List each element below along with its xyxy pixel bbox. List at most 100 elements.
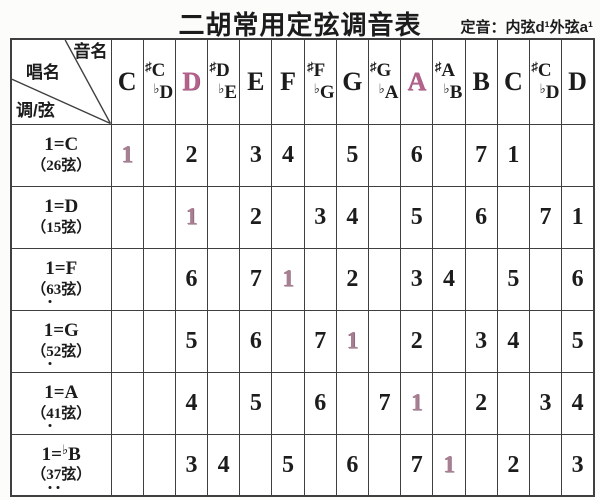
solfege-cell xyxy=(367,433,402,497)
solfege-cell xyxy=(432,309,466,373)
tuning-row: 1=♭B （37弦） 3 4 5 6 7 1 2 3 xyxy=(10,433,595,497)
solfege-number: 5 xyxy=(410,204,423,230)
solfege-cell xyxy=(110,371,144,435)
string-digit: 6 xyxy=(46,281,54,301)
flat-note: ♭D xyxy=(153,80,174,103)
note-name-c: C xyxy=(503,66,523,96)
solfege-cell xyxy=(110,433,144,497)
solfege-number: 2 xyxy=(410,328,423,354)
note-name-sharp-flat: ♯D ♭E xyxy=(208,59,239,104)
solfege-cell xyxy=(464,247,498,311)
solfege-cell xyxy=(496,185,530,249)
solfege-number: 3 xyxy=(475,328,488,354)
solfege-cell xyxy=(432,185,466,249)
solfege-number: 3 xyxy=(185,451,198,478)
string-label: （37弦） xyxy=(12,466,111,486)
title-row: 二胡常用定弦调音表 定音：内弦d¹外弦a¹ xyxy=(0,5,600,40)
solfege-cell: 7 xyxy=(464,123,498,187)
solfege-cell xyxy=(303,433,337,497)
note-name-e: E xyxy=(247,66,265,96)
note-name-g: G xyxy=(342,66,363,96)
solfege-cell xyxy=(432,371,466,435)
flat-note: ♭E xyxy=(218,80,238,103)
note-name-sharp-flat: ♯C ♭D xyxy=(144,59,175,104)
note-name-a: A xyxy=(407,66,427,96)
tuning-row: 1=G （52弦） 5 6 7 1 2 3 4 5 xyxy=(10,309,595,373)
flat-note: ♭D xyxy=(539,80,560,103)
solfege-cell: 1 xyxy=(561,185,595,249)
solfege-number: 2 xyxy=(475,390,488,416)
sharp-note: ♯F xyxy=(307,58,326,81)
note-header-cell: ♯A ♭B xyxy=(432,38,466,125)
solfege-cell: 1 xyxy=(174,185,209,249)
key-label: 1=C xyxy=(44,133,79,155)
string-digit: 6 xyxy=(53,157,62,174)
solfege-number: 6 xyxy=(475,204,488,230)
flat-note: ♭A xyxy=(378,80,399,103)
solfege-cell: 5 xyxy=(271,433,305,497)
solfege-cell: 6 xyxy=(239,309,273,373)
solfege-number: 4 xyxy=(282,142,295,168)
string-digit: 5 xyxy=(53,219,62,236)
string-label: （41弦） xyxy=(12,405,111,425)
solfege-cell: 2 xyxy=(335,247,370,311)
note-name-d: D xyxy=(568,66,587,96)
tonic-number: 1 xyxy=(185,204,198,230)
note-header-cell: B xyxy=(464,38,498,125)
solfege-cell: 3 xyxy=(239,123,273,187)
note-header-cell: G xyxy=(335,38,370,125)
solfege-cell xyxy=(110,185,144,249)
solfege-number: 5 xyxy=(507,266,520,292)
solfege-number: 3 xyxy=(249,142,262,168)
key-label: 1=♭B xyxy=(41,441,81,465)
sharp-sign: ♯ xyxy=(369,58,377,74)
note-header-cell: D xyxy=(561,38,595,125)
solfege-cell xyxy=(207,247,241,311)
solfege-number: 6 xyxy=(346,451,359,478)
note-header-cell: E xyxy=(239,38,273,125)
string-label: （15弦） xyxy=(12,219,111,239)
string-label: （26弦） xyxy=(12,157,111,177)
flat-sign: ♭ xyxy=(218,80,225,96)
solfege-number: 5 xyxy=(249,390,262,416)
solfege-number: 4 xyxy=(346,204,359,230)
key-label: 1=D xyxy=(44,195,79,217)
solfege-cell xyxy=(207,123,241,187)
note-header-cell: A xyxy=(400,38,434,125)
string-digit: 5 xyxy=(46,343,54,363)
solfege-cell xyxy=(496,371,530,435)
solfege-cell: 3 xyxy=(528,371,563,435)
solfege-number: 5 xyxy=(185,328,198,354)
solfege-cell: 1 xyxy=(496,123,530,187)
solfege-cell: 6 xyxy=(400,123,434,187)
solfege-number: 3 xyxy=(314,204,327,230)
solfege-cell: 3 xyxy=(303,185,337,249)
flat-sign: ♭ xyxy=(313,80,320,96)
solfege-cell xyxy=(432,123,466,187)
tuning-table-body: 音名 唱名 调/弦 C ♯C ♭D D ♯D ♭E E F ♯F ♭G G ♯G ♭A A ♯A ♭B B C ♯C ♭D D… xyxy=(10,38,595,497)
solfege-cell: 1 xyxy=(432,433,466,497)
tonic-number: 1 xyxy=(442,451,455,478)
note-header-cell: ♯C ♭D xyxy=(528,38,563,125)
key-label: 1=G xyxy=(43,319,79,341)
solfege-cell: 5 xyxy=(174,309,209,373)
solfege-cell xyxy=(271,371,305,435)
string-digit: 3 xyxy=(46,466,54,486)
solfege-cell xyxy=(367,185,402,249)
string-digit: 4 xyxy=(46,405,54,425)
tuning-note: 定音：内弦d¹外弦a¹ xyxy=(460,19,594,36)
tuning-row: 1=C （26弦） 1 2 3 4 5 6 7 1 xyxy=(10,123,595,187)
solfege-cell xyxy=(142,247,176,311)
solfege-cell xyxy=(528,123,563,187)
solfege-cell xyxy=(207,309,241,373)
solfege-number: 6 xyxy=(314,390,327,416)
solfege-cell xyxy=(367,309,402,373)
key-cell: 1=F （63弦） xyxy=(10,247,112,311)
note-name-c: C xyxy=(117,66,137,96)
solfege-cell: 7 xyxy=(367,371,402,435)
sharp-sign: ♯ xyxy=(434,58,442,74)
note-name-sharp-flat: ♯F ♭G xyxy=(305,59,336,104)
solfege-cell: 3 xyxy=(174,433,209,497)
tonic-number: 1 xyxy=(410,390,423,416)
tuning-row: 1=F （63弦） 6 7 1 2 3 4 5 6 xyxy=(10,247,595,311)
